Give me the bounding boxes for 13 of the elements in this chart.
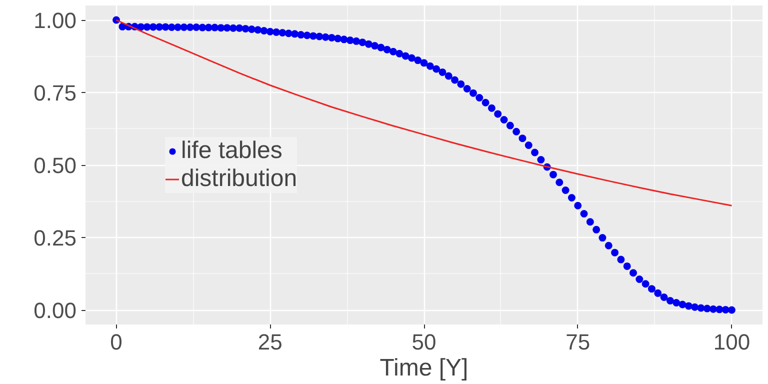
x-tick-label: 100 bbox=[713, 330, 750, 354]
x-tick-label: 25 bbox=[258, 330, 282, 354]
x-tick-label: 0 bbox=[110, 330, 122, 354]
y-tick-label: 0.75 bbox=[34, 80, 77, 106]
y-tick-label: 0.00 bbox=[34, 298, 77, 323]
x-axis-title: Time [Y] bbox=[380, 354, 468, 382]
y-tick-label: 1.00 bbox=[34, 8, 77, 33]
legend-label: distribution bbox=[181, 164, 298, 192]
legend-label: life tables bbox=[181, 136, 282, 164]
x-tick-label: 50 bbox=[412, 330, 436, 354]
x-tick-label: 75 bbox=[566, 330, 590, 354]
y-tick-label: 0.50 bbox=[34, 153, 77, 178]
y-tick-label: 0.25 bbox=[34, 226, 77, 250]
